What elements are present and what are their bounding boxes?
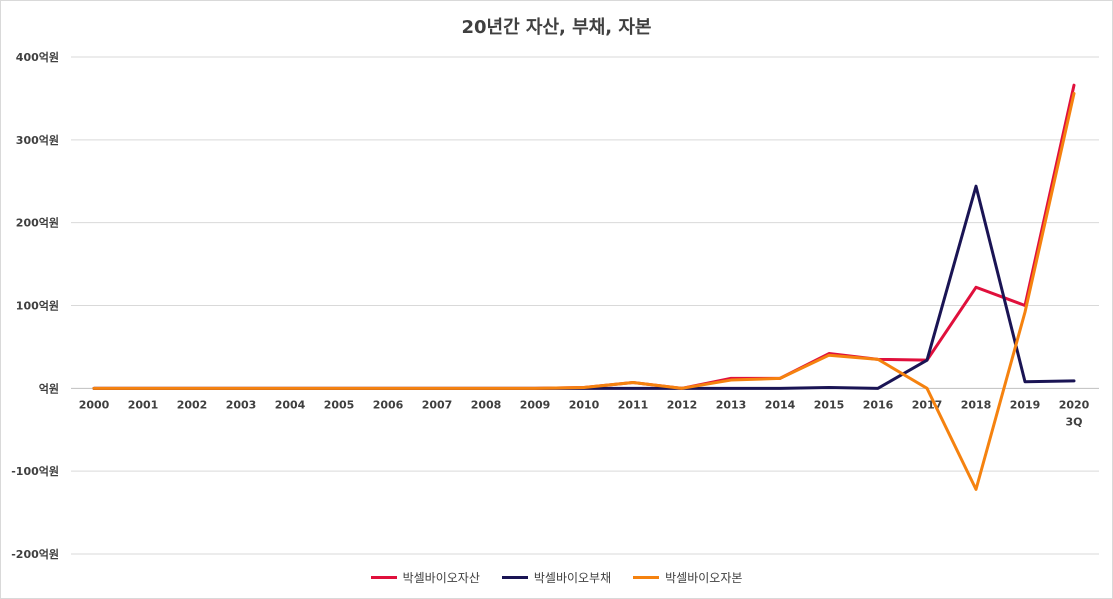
x-tick-label: 2012 [667,398,698,411]
x-tick-label: 2016 [863,398,894,411]
x-tick-label: 2015 [814,398,845,411]
x-tick-label: 2011 [618,398,649,411]
y-tick-label: 200억원 [16,216,59,230]
legend-item-1: 박셀바이오자산 [370,569,480,586]
x-tick-label: 2020 3Q [1059,398,1090,428]
y-tick-label: 400억원 [16,50,59,64]
x-tick-label: 2014 [765,398,796,411]
x-tick-label: 2008 [471,398,502,411]
x-tick-label: 2002 [177,398,208,411]
x-tick-label: 2001 [128,398,159,411]
series-line-3 [92,91,1076,491]
x-tick-label: 2009 [520,398,551,411]
legend-swatch [370,576,397,579]
legend-label: 박셀바이오부채 [533,571,612,585]
x-tick-label: 2007 [422,398,453,411]
legend-item-3: 박셀바이오자본 [633,569,742,586]
y-tick-label: 100억원 [16,299,59,313]
legend-item-2: 박셀바이오부채 [501,569,612,586]
legend-label: 박셀바이오자본 [665,571,743,585]
x-tick-label: 2004 [275,398,306,411]
x-tick-label: 2018 [961,398,992,411]
chart-legend: 박셀바이오자산 박셀바이오부채 박셀바이오자본 [1,569,1112,586]
y-tick-label: 억원 [39,381,59,395]
x-tick-label: 2003 [226,398,257,411]
series-line-1 [92,83,1076,390]
x-tick-label: 2019 [1010,398,1041,411]
y-tick-label: 300억원 [16,133,59,147]
chart-title: 20년간 자산, 부채, 자본 [461,17,652,38]
legend-swatch [633,576,660,579]
legend-label: 박셀바이오자산 [402,571,480,585]
x-tick-label: 2010 [569,398,600,411]
y-tick-label: -100억원 [11,464,59,478]
y-tick-label: -200억원 [11,547,59,561]
x-tick-label: 2005 [324,398,355,411]
legend-swatch [501,576,528,579]
series-line-2 [92,184,1076,390]
x-tick-label: 2013 [716,398,747,411]
x-tick-label: 2000 [79,398,110,411]
x-tick-label: 2006 [373,398,404,411]
